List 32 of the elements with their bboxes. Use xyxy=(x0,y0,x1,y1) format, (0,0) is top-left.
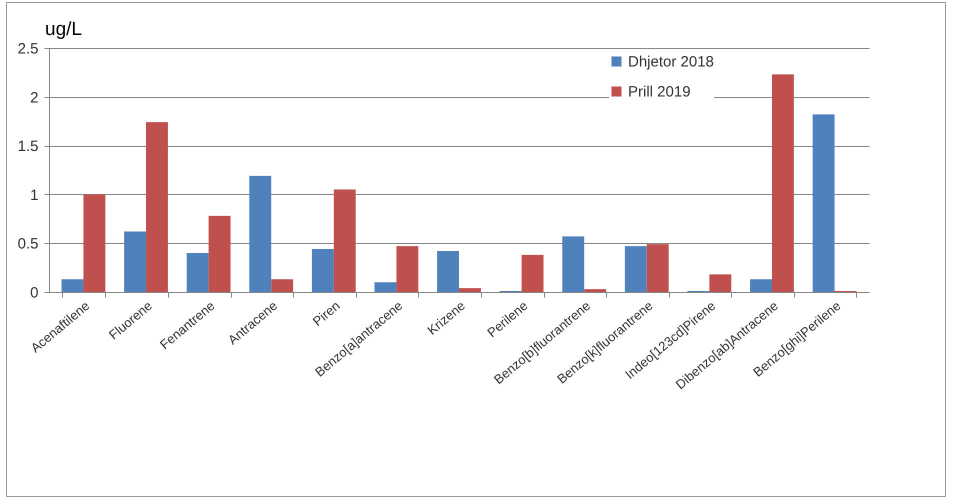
bar xyxy=(396,246,418,292)
bar xyxy=(812,114,835,292)
y-tick-label: 1.5 xyxy=(18,138,38,156)
bar xyxy=(624,246,647,292)
y-tick-label: 0 xyxy=(30,284,38,302)
y-axis-title: ug/L xyxy=(45,19,82,40)
bar xyxy=(83,194,106,292)
bar xyxy=(249,176,272,292)
bar xyxy=(709,274,732,292)
bar xyxy=(334,190,356,292)
bar xyxy=(124,231,146,292)
bar xyxy=(62,279,84,292)
legend-label: Dhjetor 2018 xyxy=(628,54,714,70)
bar xyxy=(750,279,772,292)
bar xyxy=(374,282,396,292)
bar xyxy=(562,236,584,292)
bar xyxy=(646,244,669,292)
bar xyxy=(186,252,209,292)
y-tick-label: 2.5 xyxy=(18,40,38,58)
bar xyxy=(584,289,606,292)
bar xyxy=(459,288,481,292)
bar xyxy=(146,122,168,292)
bar xyxy=(437,251,459,292)
bar xyxy=(271,279,294,292)
bar xyxy=(208,216,231,292)
legend-label: Prill 2019 xyxy=(628,84,691,100)
y-tick-label: 2 xyxy=(30,89,38,106)
bar xyxy=(312,249,334,292)
y-tick-label: 0.5 xyxy=(18,236,38,253)
y-tick-label: 1 xyxy=(30,186,38,204)
bar xyxy=(522,254,544,292)
bar xyxy=(772,74,794,292)
